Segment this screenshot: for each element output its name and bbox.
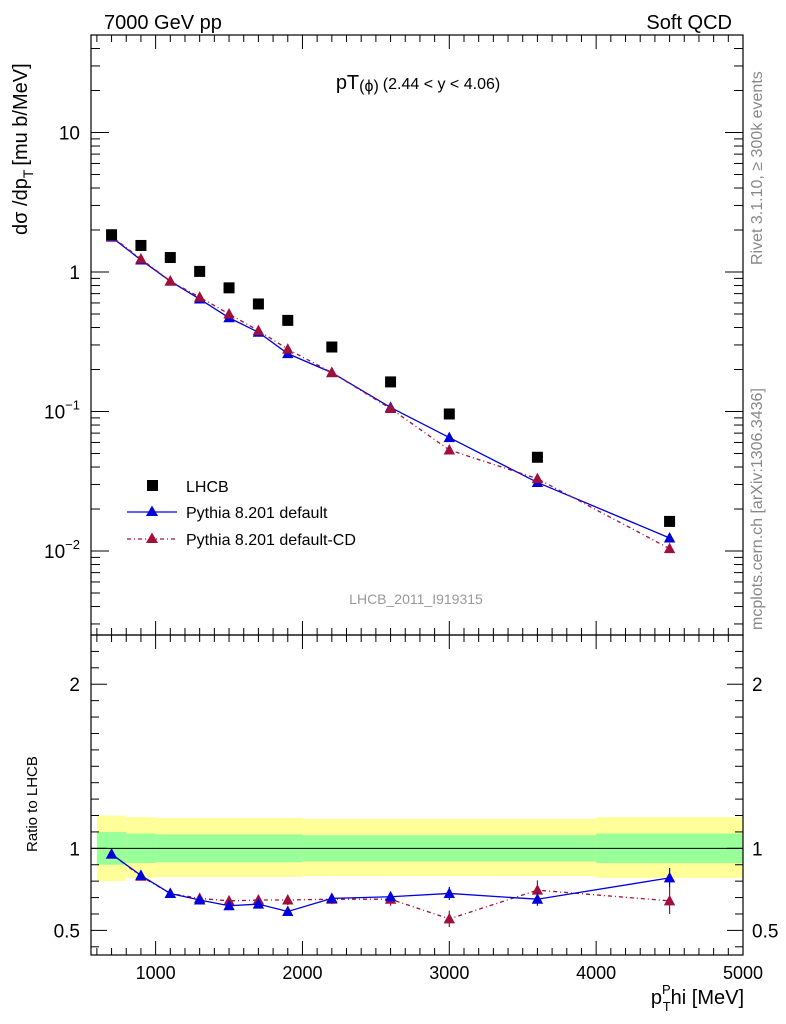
main-marker-lhcb	[194, 265, 206, 277]
y-tick-label-ratio-right: 1	[752, 839, 763, 860]
ratio-marker-1	[105, 848, 118, 859]
legend-entry-pythia-cd: Pythia 8.201 default-CD	[127, 532, 356, 549]
ratio-marker-1	[164, 887, 176, 898]
legend-entry-pythia-default: Pythia 8.201 default	[127, 505, 328, 522]
main-marker-lhcb	[531, 451, 543, 463]
main-marker-2	[282, 343, 294, 354]
main-marker-2	[531, 472, 544, 484]
ratio-marker-1	[326, 892, 338, 903]
ratio-marker-1	[443, 887, 456, 898]
main-marker-2	[135, 252, 147, 264]
ratio-marker-1	[135, 869, 147, 880]
x-tick-label: 1000	[136, 963, 176, 983]
main-marker-2	[164, 275, 176, 286]
main-marker-lhcb	[326, 341, 338, 353]
ratio-marker-1	[384, 890, 397, 902]
ratio-marker-1	[223, 899, 235, 911]
main-marker-2	[663, 542, 676, 554]
main-line-2	[111, 235, 670, 550]
y-axis-label: dσ /dpT[mu b/MeV]	[10, 63, 36, 235]
legend-label-pythia-cd: Pythia 8.201 default-CD	[186, 532, 356, 549]
main-marker-lhcb	[282, 314, 294, 326]
ratio-marker-2	[282, 894, 294, 905]
y-tick-label-main: 1	[69, 263, 80, 284]
main-marker-lhcb	[135, 239, 147, 251]
mcplots-info: mcplots.cern.ch [arXiv:1306.3436]	[749, 388, 766, 630]
main-marker-1	[443, 431, 456, 443]
analysis-watermark: LHCB_2011_I919315	[349, 591, 483, 607]
main-marker-2	[193, 291, 206, 302]
legend: LHCB Pythia 8.201 default Pythia 8.201 d…	[127, 479, 356, 549]
x-tick-label: 5000	[723, 963, 763, 983]
ratio-panel-frame	[90, 634, 744, 956]
main-marker-lhcb	[443, 408, 455, 420]
legend-entry-lhcb: LHCB	[147, 479, 229, 496]
main-marker-lhcb	[252, 298, 264, 310]
y-tick-label-ratio-right: 2	[752, 675, 763, 696]
main-marker-lhcb	[664, 515, 676, 527]
y-tick-label-ratio: 1	[69, 839, 80, 860]
y-tick-label-ratio-right: 0.5	[752, 921, 778, 942]
ratio-marker-2	[663, 894, 676, 906]
rivet-info: Rivet 3.1.10, ≥ 300k events	[749, 71, 766, 265]
y-tick-label-main: 10−1	[44, 398, 80, 424]
y-tick-label-main: 10	[59, 124, 80, 145]
legend-marker-lhcb	[147, 480, 158, 491]
legend-label-lhcb: LHCB	[186, 479, 229, 496]
main-marker-lhcb	[106, 229, 118, 241]
x-tick-label: 3000	[429, 963, 469, 983]
ratio-line-1	[111, 853, 670, 913]
legend-label-pythia-default: Pythia 8.201 default	[186, 505, 328, 522]
y-tick-label-main: 10−2	[44, 537, 80, 563]
main-marker-2	[384, 402, 397, 414]
ratio-axis-label: Ratio to LHCB	[24, 756, 41, 852]
main-marker-2	[252, 324, 265, 336]
header-right: Soft QCD	[646, 12, 732, 34]
y-tick-label-ratio: 2	[69, 675, 80, 696]
ratio-marker-1	[193, 894, 206, 905]
x-tick-label: 4000	[576, 963, 616, 983]
main-marker-lhcb	[385, 376, 397, 388]
main-marker-2	[326, 366, 338, 378]
legend-marker-pythia-cd	[146, 532, 158, 543]
ratio-marker-1	[531, 893, 544, 904]
ratio-marker-1	[282, 905, 294, 917]
header-left: 7000 GeV pp	[104, 12, 222, 34]
ratio-marker-2	[531, 884, 544, 895]
ratio-marker-2	[443, 912, 456, 924]
main-marker-lhcb	[164, 252, 176, 264]
ratio-marker-1	[663, 871, 676, 883]
y-tick-label-ratio: 0.5	[54, 921, 80, 942]
main-marker-lhcb	[223, 282, 235, 294]
ratio-marker-1	[252, 898, 265, 909]
main-marker-2	[443, 443, 456, 455]
main-marker-1	[663, 531, 676, 543]
main-marker-2	[223, 308, 235, 319]
legend-marker-pythia-default	[146, 505, 158, 516]
x-axis-label: pP Thi [MeV]	[651, 982, 744, 1014]
plot-title: pT(ϕ) (2.44 < y < 4.06)	[336, 72, 500, 95]
x-tick-label: 2000	[282, 963, 322, 983]
